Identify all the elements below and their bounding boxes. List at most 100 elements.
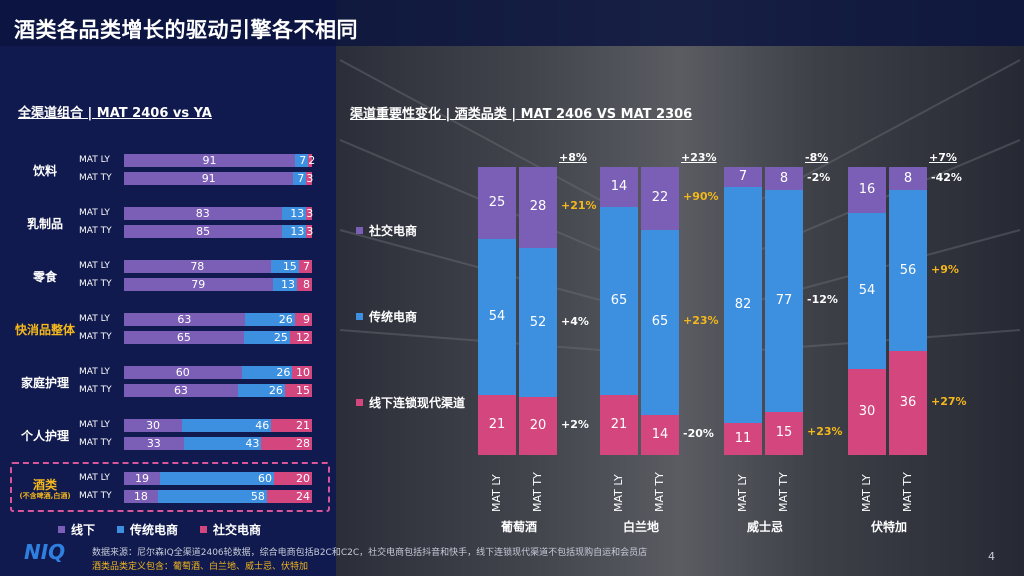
left-bar-segment: 10 xyxy=(292,366,312,379)
category-label: 酒类 xyxy=(32,478,57,492)
right-bar-segment xyxy=(765,411,803,455)
right-bar-value: 14 xyxy=(610,179,628,195)
bar-x-label: MAT TY xyxy=(777,472,790,512)
left-bar-segment: 65 xyxy=(124,331,244,344)
row-label: MAT LY xyxy=(79,314,110,324)
left-bar-segment: 7 xyxy=(293,172,307,185)
right-legend-offline: 线下连锁现代渠道 xyxy=(356,394,465,411)
left-bar-value: 3 xyxy=(306,207,314,220)
left-bar-segment: 3 xyxy=(306,207,314,220)
left-bar-value: 78 xyxy=(190,260,205,273)
segment-change-label: +21% xyxy=(561,199,597,213)
segment-change-label: -12% xyxy=(807,292,838,306)
left-bar-segment: 3 xyxy=(306,172,313,185)
left-bar-segment: 15 xyxy=(284,384,312,397)
left-bar-value: 63 xyxy=(177,313,192,326)
left-bar-segment: 28 xyxy=(261,437,312,450)
right-bar-segment xyxy=(478,239,516,395)
right-bar-segment xyxy=(519,167,557,248)
right-legend-social-swatch xyxy=(356,227,363,234)
row-label: MAT LY xyxy=(79,420,110,430)
left-bar-segment: 20 xyxy=(274,472,312,485)
legend-traditional: 传统电商 xyxy=(117,521,178,538)
left-bar-value: 7 xyxy=(297,172,305,185)
segment-change-label: +4% xyxy=(561,314,589,328)
left-bar-value: 8 xyxy=(302,278,310,291)
legend-offline-swatch xyxy=(58,526,65,533)
legend-social-label: 社交电商 xyxy=(213,523,262,537)
row-label: MAT LY xyxy=(79,208,110,218)
left-bar-value: 43 xyxy=(245,437,260,450)
legend-traditional-swatch xyxy=(117,526,125,533)
right-bar-segment xyxy=(765,190,803,412)
right-bar-segment xyxy=(848,368,886,455)
right-bar-value: 21 xyxy=(488,416,506,432)
right-legend-traditional: 传统电商 xyxy=(356,308,417,325)
group-name: 伏特加 xyxy=(870,520,907,534)
right-bar-value: 52 xyxy=(529,314,547,330)
left-bar-value: 26 xyxy=(276,366,291,379)
left-bar-value: 58 xyxy=(250,490,265,503)
group-name: 葡萄酒 xyxy=(500,520,537,534)
left-bar-value: 13 xyxy=(290,225,305,238)
category-label: 个人护理 xyxy=(20,429,69,443)
left-bar-segment: 21 xyxy=(271,419,312,432)
left-bar-segment: 9 xyxy=(294,313,312,326)
right-bar-segment xyxy=(641,229,679,416)
left-bar-segment: 26 xyxy=(244,313,295,326)
left-bar-value: 12 xyxy=(295,331,310,344)
right-bar-segment xyxy=(600,394,638,455)
bar-x-label: MAT TY xyxy=(653,472,666,512)
left-bar-segment: 26 xyxy=(237,384,285,397)
left-bar-segment: 63 xyxy=(124,313,245,326)
left-bar-value: 9 xyxy=(302,313,310,326)
left-bar-value: 26 xyxy=(278,313,293,326)
right-bar-value: 36 xyxy=(899,395,917,411)
left-bar-segment: 25 xyxy=(243,331,290,344)
right-bar-segment xyxy=(641,167,679,230)
right-bar-value: 28 xyxy=(529,199,547,215)
right-legend-offline-label: 线下连锁现代渠道 xyxy=(369,396,466,410)
right-bar-segment xyxy=(889,351,927,455)
left-bar-value: 15 xyxy=(282,260,297,273)
left-bar-segment: 58 xyxy=(157,490,267,503)
page-number: 4 xyxy=(988,550,995,563)
left-bar-value: 2 xyxy=(308,154,316,167)
right-bar-value: 14 xyxy=(651,427,669,443)
bar-x-label: MAT TY xyxy=(531,472,544,512)
category-label: 家庭护理 xyxy=(20,376,69,390)
left-bar-segment: 91 xyxy=(124,172,294,185)
left-bar-segment: 13 xyxy=(272,278,297,291)
segment-change-label: +23% xyxy=(683,314,719,328)
left-bar-value: 21 xyxy=(295,419,310,432)
right-bar-segment xyxy=(478,167,516,239)
segment-change-label: -2% xyxy=(807,170,831,184)
segment-change-label: +9% xyxy=(931,262,959,276)
left-bar-value: 83 xyxy=(195,207,210,220)
row-label: MAT TY xyxy=(79,173,112,183)
bar-x-label: MAT LY xyxy=(860,474,873,512)
right-bar-segment xyxy=(848,167,886,214)
left-bar-segment: 78 xyxy=(124,260,271,273)
page-title: 酒类各品类增长的驱动引擎各不相同 xyxy=(14,18,358,42)
right-bar-segment xyxy=(889,190,927,352)
left-bar-value: 63 xyxy=(173,384,188,397)
left-bar-segment: 12 xyxy=(289,331,312,344)
right-bar-value: 65 xyxy=(651,314,669,330)
right-legend-social-label: 社交电商 xyxy=(369,224,418,238)
bar-x-label: MAT TY xyxy=(901,472,914,512)
right-legend-traditional-swatch xyxy=(356,313,363,320)
left-bar-segment: 85 xyxy=(124,225,283,238)
category-label: 零食 xyxy=(32,270,57,284)
left-bar-segment: 83 xyxy=(124,207,282,220)
category-sublabel: (不含啤酒,白酒) xyxy=(19,492,71,500)
right-bar-value: 25 xyxy=(488,195,506,210)
right-legend-offline-swatch xyxy=(356,399,363,406)
left-bar-value: 79 xyxy=(191,278,206,291)
right-legend-social: 社交电商 xyxy=(356,222,417,239)
group-total-change: -8% xyxy=(805,151,829,164)
right-bar-segment xyxy=(889,167,927,191)
left-bar-value: 60 xyxy=(175,366,190,379)
right-bar-segment xyxy=(600,207,638,395)
left-bar-value: 7 xyxy=(302,260,310,273)
